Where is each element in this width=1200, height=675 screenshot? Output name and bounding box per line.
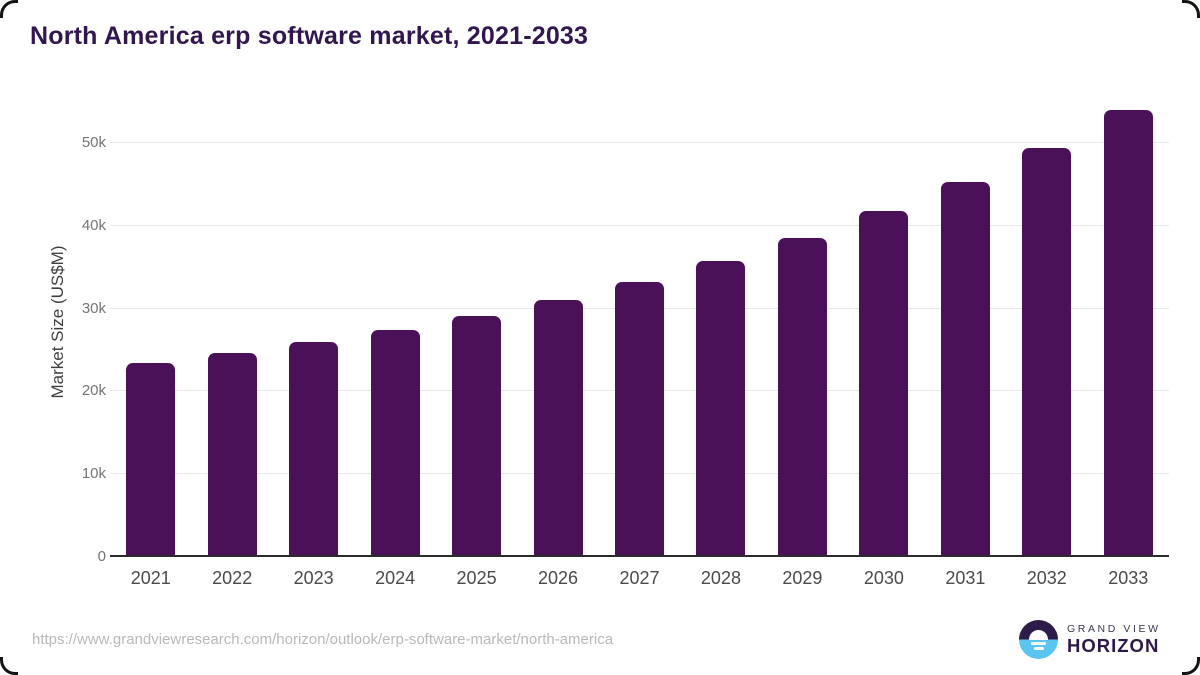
x-tick-label-2025: 2025 [456,568,497,588]
bar-2030 [859,211,909,555]
x-tick-label-2029: 2029 [782,568,823,588]
logo-grand-view-label: GRAND VIEW [1067,623,1161,635]
bar-2022 [207,353,257,555]
chart-title: North America erp software market, 2021-… [30,22,589,50]
logo-horizon-label: HORIZON [1067,635,1160,656]
y-tick-label-20k: 20k [81,382,106,400]
y-axis-tick-labels: 0 10k 20k 30k 40k 50k [58,100,106,565]
y-tick-label-10k: 10k [81,465,106,483]
x-axis-tick-labels: 2021 2022 2023 2024 2025 2026 2027 2028 2029 2030… [110,568,1169,592]
x-tick-label-2023: 2023 [293,568,334,588]
x-tick-label-2030: 2030 [863,568,904,588]
card-corner-bottom-right [1182,657,1200,675]
sun-shape [1029,629,1048,640]
bar-2021 [126,362,176,555]
grand-view-horizon-logo: GRAND VIEW HORIZON [1019,620,1161,659]
y-tick-label-50k: 50k [81,134,106,152]
bar-2023 [289,342,339,555]
bar-2027 [615,281,664,555]
gridline-50k [110,142,1169,144]
x-tick-label-2032: 2032 [1026,568,1067,588]
gridline-40k [110,224,1169,226]
plot-area [110,100,1169,557]
x-tick-label-2028: 2028 [700,568,741,588]
logo-text: GRAND VIEW HORIZON [1067,623,1161,656]
horizon-sun-icon [1019,620,1058,659]
bar-2032 [1022,147,1072,555]
bar-2033 [1103,109,1153,555]
card-corner-top-left [0,0,18,18]
bar-2026 [533,300,583,555]
y-tick-label-40k: 40k [81,216,106,234]
y-tick-label-0: 0 [97,548,106,565]
bar-2029 [777,237,827,555]
x-tick-label-2027: 2027 [619,568,660,588]
card-corner-bottom-left [0,657,18,675]
sun-reflection-line-2 [1033,647,1044,650]
x-tick-label-2031: 2031 [945,568,986,588]
bar-2025 [452,315,502,555]
sun-reflection-line-1 [1031,642,1046,645]
bar-2024 [370,329,420,555]
source-url: https://www.grandviewresearch.com/horizo… [32,631,614,648]
x-axis-line [110,555,1169,557]
bar-2028 [696,261,746,555]
card-corner-top-right [1182,0,1200,18]
x-tick-label-2024: 2024 [375,568,416,588]
x-tick-label-2021: 2021 [130,568,171,588]
bar-2031 [940,181,990,555]
x-tick-label-2026: 2026 [538,568,579,588]
y-tick-label-30k: 30k [81,299,106,317]
x-tick-label-2022: 2022 [212,568,253,588]
x-tick-label-2033: 2033 [1108,568,1149,588]
